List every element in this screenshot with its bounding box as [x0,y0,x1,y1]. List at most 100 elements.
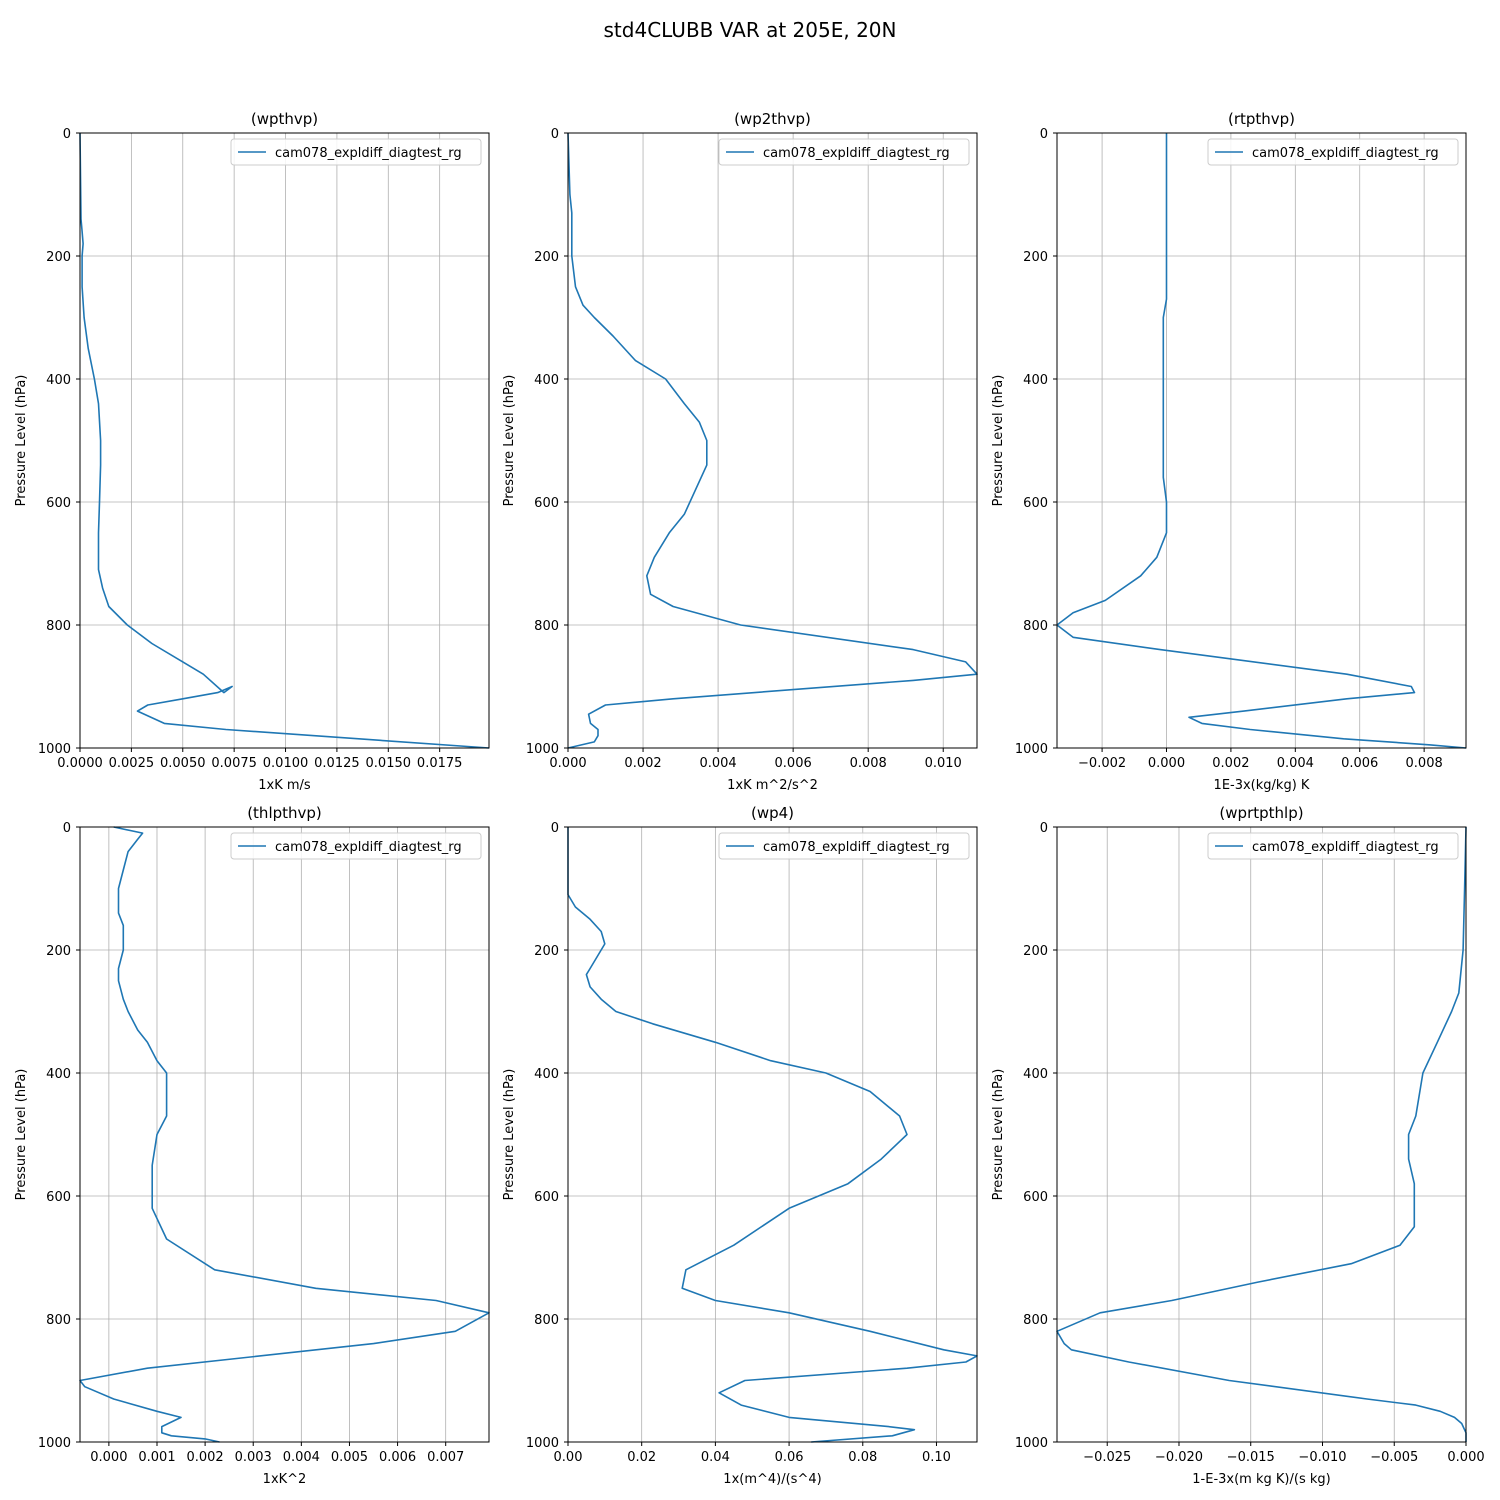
x-tick-label: 0.000 [1148,756,1185,771]
x-tick-label: 0.02 [627,1450,656,1465]
x-tick-label: 0.002 [1212,756,1249,771]
y-tick-label: 200 [534,944,559,959]
subplot-1: 0.0000 0.0025 0.0050 0.0075 0.0100 0.0125 0.01… [14,110,490,793]
y-tick-label: 1000 [526,1436,559,1451]
x-tick-label: 0.001 [138,1450,175,1465]
subplot-6: −0.025 −0.020 −0.015 −0.010 −0.005 0.000 0 200 4… [991,804,1485,1487]
y-tick-label: 800 [1023,619,1048,634]
series-line [1056,133,1467,749]
axes-frame [1056,132,1467,749]
y-tick-label: 200 [1023,250,1048,265]
y-tick-label: 1000 [1015,1436,1048,1451]
y-tick-label: 200 [46,944,71,959]
axes-frame [79,826,490,1443]
x-tick-label: 0.008 [1406,756,1443,771]
y-tick-label: 1000 [38,1436,71,1451]
x-tick-label: 0.0000 [57,756,103,771]
legend-box [1207,138,1459,166]
y-axis-label: Pressure Level (hPa) [991,375,1006,507]
x-axis-label: 1xK m^2/s^2 [727,778,818,793]
y-tick-label: 1000 [38,742,71,757]
x-tick-label: 0.0100 [263,756,309,771]
x-axis-label: 1E-3x(kg/kg) K [1214,778,1310,793]
x-tick-label: 0.008 [850,756,887,771]
subplot-title: (wp4) [751,804,794,822]
x-tick-label: 0.010 [925,756,962,771]
y-tick-label: 0 [63,821,71,836]
series-line [79,132,490,749]
legend-label: cam078_expldiff_diagtest_rg [275,840,462,855]
x-tick-label: 0.0025 [109,756,155,771]
x-tick-label: 0.004 [283,1450,320,1465]
x-tick-label: 0.004 [699,756,736,771]
legend: cam078_expldiff_diagtest_rg [718,832,970,860]
subplot-3: −0.002 0.000 0.002 0.004 0.006 0.008 0 200 400 60… [991,110,1467,793]
y-tick-label: 400 [46,373,71,388]
x-tick-label: −0.015 [1227,1450,1275,1465]
y-tick-label: 600 [534,1190,559,1205]
y-tick-label: 200 [1023,944,1048,959]
x-axis-label: 1-E-3x(m kg K)/(s kg) [1192,1472,1330,1487]
y-tick-label: 600 [46,1190,71,1205]
legend-label: cam078_expldiff_diagtest_rg [763,840,950,855]
axes-frame [567,826,978,1443]
x-tick-label: 0.04 [701,1450,730,1465]
x-tick-label: 0.10 [922,1450,951,1465]
legend-label: cam078_expldiff_diagtest_rg [763,146,950,161]
legend-box [230,138,482,166]
y-tick-label: 400 [534,1067,559,1082]
x-tick-label: −0.002 [1078,756,1126,771]
legend-label: cam078_expldiff_diagtest_rg [1252,840,1439,855]
legend-label: cam078_expldiff_diagtest_rg [1252,146,1439,161]
x-tick-label: 0.006 [775,756,812,771]
x-axis-label: 1xK m/s [258,778,311,793]
subplot-5: 0.00 0.02 0.04 0.06 0.08 0.10 0 200 400 600 800 100… [502,804,978,1487]
y-tick-label: 600 [1023,1190,1048,1205]
subplot-title: (thlpthvp) [247,804,322,822]
y-tick-label: 800 [1023,1313,1048,1328]
x-tick-label: 0.007 [427,1450,464,1465]
x-tick-label: 0.000 [90,1450,127,1465]
subplot-title: (wprtpthlp) [1219,804,1303,822]
y-axis-label: Pressure Level (hPa) [14,375,29,507]
y-tick-label: 0 [1040,127,1048,142]
y-tick-label: 600 [534,496,559,511]
subplot-grid: 0.0000 0.0025 0.0050 0.0075 0.0100 0.0125 0.01… [14,110,1485,1487]
x-tick-label: 0.005 [331,1450,368,1465]
x-tick-label: 0.06 [775,1450,804,1465]
y-tick-label: 0 [551,821,559,836]
y-axis-label: Pressure Level (hPa) [991,1069,1006,1201]
y-tick-label: 200 [534,250,559,265]
y-tick-label: 0 [1040,821,1048,836]
x-axis-label: 1x(m^4)/(s^4) [723,1472,821,1487]
y-tick-label: 400 [534,373,559,388]
x-tick-label: 0.000 [1447,1450,1484,1465]
series-line [567,132,978,749]
y-tick-label: 0 [551,127,559,142]
legend-box [230,832,482,860]
y-tick-label: 800 [46,619,71,634]
x-tick-label: −0.010 [1298,1450,1346,1465]
x-tick-label: 0.08 [848,1450,877,1465]
x-tick-label: −0.005 [1370,1450,1418,1465]
y-axis-label: Pressure Level (hPa) [502,375,517,507]
y-axis-label: Pressure Level (hPa) [14,1069,29,1201]
axes-frame [1056,826,1467,1443]
subplot-2: 0.000 0.002 0.004 0.006 0.008 0.010 0 200 400 600… [502,110,978,793]
x-tick-label: −0.020 [1155,1450,1203,1465]
series-line [567,827,978,1443]
y-tick-label: 200 [46,250,71,265]
subplot-title: (wpthvp) [251,110,318,128]
x-tick-label: 0.0175 [417,756,463,771]
axes-frame [567,132,978,749]
figure-suptitle: std4CLUBB VAR at 205E, 20N [604,18,897,42]
x-tick-label: −0.025 [1083,1450,1131,1465]
axes-frame [79,132,490,749]
x-tick-label: 0.00 [554,1450,583,1465]
subplot-title: (wp2thvp) [734,110,811,128]
y-axis-label: Pressure Level (hPa) [502,1069,517,1201]
y-tick-label: 1000 [526,742,559,757]
y-tick-label: 800 [46,1313,71,1328]
y-tick-label: 800 [534,619,559,634]
